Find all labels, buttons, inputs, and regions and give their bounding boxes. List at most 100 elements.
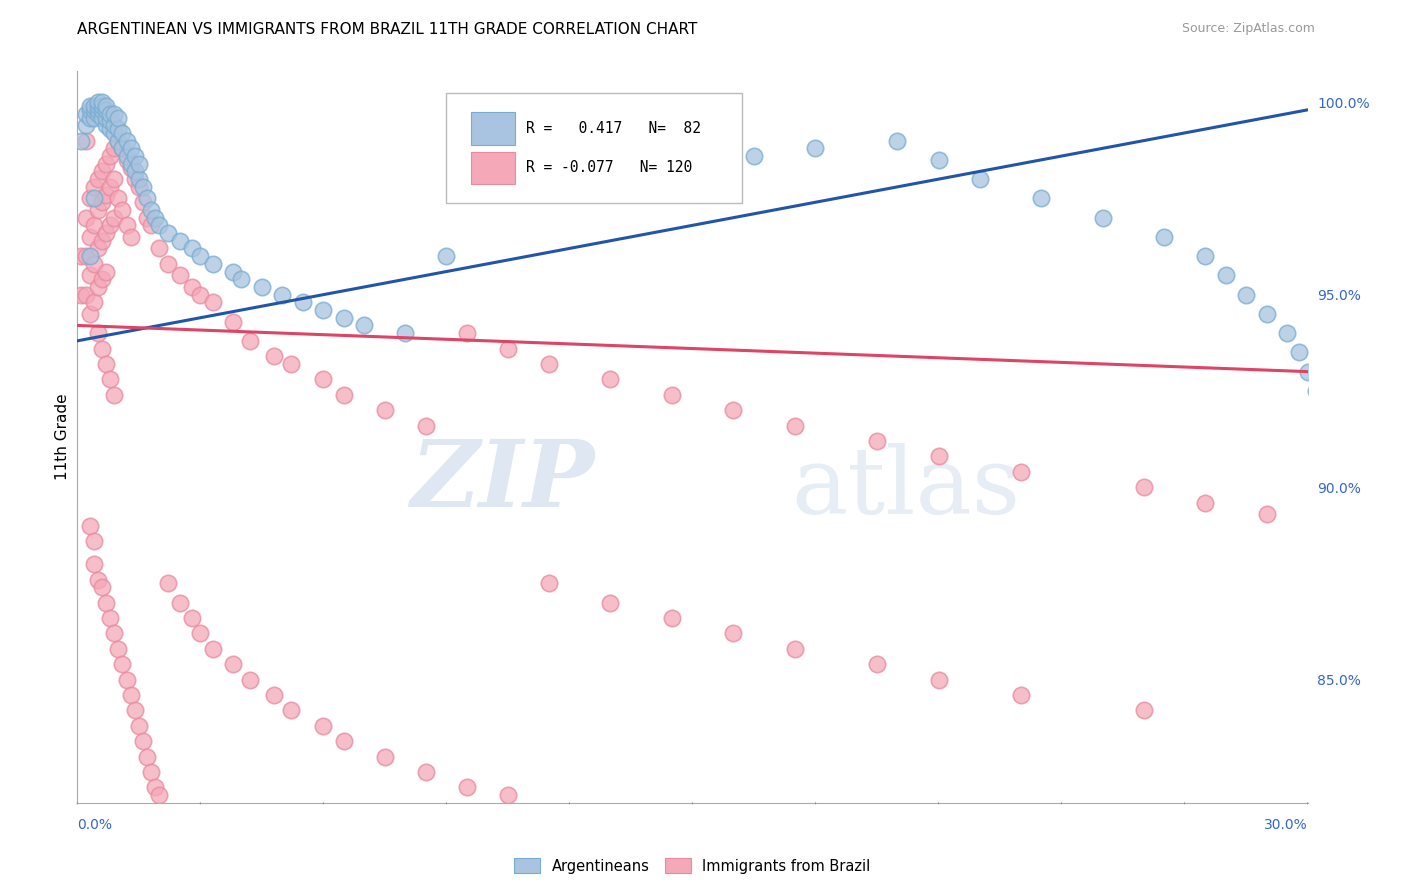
FancyBboxPatch shape: [447, 94, 742, 203]
Point: [87, 280, 110, 294]
Point: [222, 657, 245, 672]
Point: [79, 99, 101, 113]
Point: [866, 657, 889, 672]
Point: [156, 257, 179, 271]
Point: [87, 95, 110, 110]
Point: [90, 95, 114, 110]
Point: [94, 111, 117, 125]
Point: [94, 264, 117, 278]
Point: [804, 141, 827, 155]
Point: [374, 749, 396, 764]
Point: [723, 403, 745, 417]
Point: [120, 141, 142, 155]
Point: [456, 326, 478, 340]
Point: [115, 153, 138, 167]
Point: [107, 134, 129, 148]
Point: [103, 172, 125, 186]
Point: [128, 179, 150, 194]
Point: [90, 99, 114, 113]
Text: Source: ZipAtlas.com: Source: ZipAtlas.com: [1181, 22, 1315, 36]
Point: [75, 287, 97, 301]
Point: [124, 149, 146, 163]
Point: [94, 157, 117, 171]
Point: [107, 191, 129, 205]
Point: [87, 103, 110, 117]
Point: [333, 310, 356, 325]
Point: [141, 219, 163, 233]
Point: [239, 334, 262, 348]
Point: [128, 719, 150, 733]
Point: [90, 234, 114, 248]
Point: [103, 211, 125, 225]
Point: [75, 106, 97, 120]
Point: [188, 287, 212, 301]
Point: [98, 114, 121, 128]
Point: [90, 111, 114, 125]
Point: [537, 357, 560, 371]
Point: [70, 249, 93, 263]
Point: [1288, 345, 1310, 359]
Point: [103, 118, 125, 132]
Point: [599, 596, 621, 610]
Point: [1029, 191, 1052, 205]
Point: [70, 134, 93, 148]
Point: [181, 280, 204, 294]
Point: [111, 126, 134, 140]
Point: [98, 611, 121, 625]
Point: [83, 99, 105, 113]
Point: [79, 268, 101, 283]
Point: [94, 226, 117, 240]
Point: [98, 122, 121, 136]
Point: [866, 434, 889, 448]
Point: [201, 641, 224, 656]
Point: [1194, 249, 1216, 263]
Point: [136, 749, 159, 764]
Point: [374, 403, 396, 417]
Point: [496, 342, 519, 356]
Legend: Argentineans, Immigrants from Brazil: Argentineans, Immigrants from Brazil: [509, 853, 876, 880]
Point: [75, 118, 97, 132]
Point: [128, 157, 150, 171]
Point: [456, 780, 478, 795]
Point: [136, 211, 159, 225]
Point: [87, 172, 110, 186]
Point: [1305, 384, 1327, 398]
Point: [120, 688, 142, 702]
Point: [169, 268, 191, 283]
Point: [188, 626, 212, 640]
Point: [250, 280, 273, 294]
Point: [87, 242, 110, 256]
FancyBboxPatch shape: [471, 112, 516, 145]
Point: [222, 264, 245, 278]
Point: [111, 657, 134, 672]
Point: [156, 226, 179, 240]
Point: [1132, 480, 1154, 494]
Point: [148, 788, 170, 802]
Point: [181, 611, 204, 625]
Point: [783, 418, 806, 433]
Point: [148, 242, 170, 256]
Point: [222, 315, 245, 329]
Point: [87, 202, 110, 217]
Point: [107, 641, 129, 656]
Point: [1194, 495, 1216, 509]
Point: [291, 295, 314, 310]
Point: [1275, 326, 1298, 340]
Point: [537, 576, 560, 591]
Point: [415, 764, 437, 779]
Point: [239, 673, 262, 687]
Point: [263, 688, 285, 702]
Point: [886, 134, 908, 148]
Point: [537, 172, 560, 186]
Text: R = -0.077   N= 120: R = -0.077 N= 120: [526, 161, 693, 176]
Point: [124, 164, 146, 178]
Point: [87, 106, 110, 120]
Point: [280, 703, 302, 717]
Point: [75, 134, 97, 148]
Text: ZIP: ZIP: [409, 436, 595, 526]
Point: [83, 111, 105, 125]
Point: [723, 626, 745, 640]
Point: [94, 187, 117, 202]
Point: [928, 153, 950, 167]
Point: [141, 764, 163, 779]
